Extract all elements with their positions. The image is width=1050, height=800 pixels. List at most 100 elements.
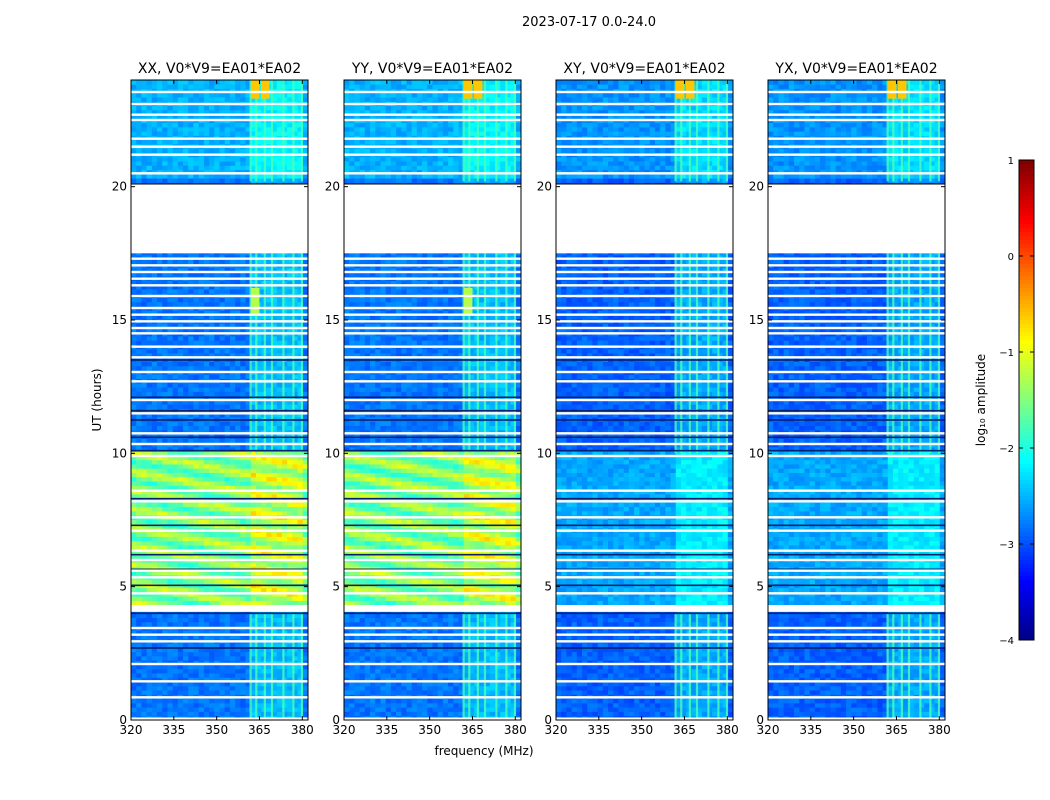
heatmap-cell (188, 323, 194, 328)
heatmap-cell (287, 553, 293, 559)
heatmap-cell (292, 702, 298, 708)
heatmap-cell (276, 690, 283, 695)
heatmap-cell (219, 425, 226, 431)
heatmap-cell (271, 600, 278, 606)
heatmap-cell (188, 485, 194, 490)
flagged-row (131, 294, 308, 298)
heatmap-cell (193, 455, 200, 461)
heatmap-cell (214, 630, 220, 636)
heatmap-cell (281, 685, 288, 691)
heatmap-cell (157, 340, 163, 345)
heatmap-cell (297, 540, 304, 546)
heatmap-cell (167, 446, 174, 452)
heatmap-cell (162, 327, 168, 333)
heatmap-cell (203, 690, 210, 695)
heatmap-cell (151, 481, 158, 486)
heatmap-cell (219, 165, 226, 170)
heatmap-cell (255, 391, 262, 397)
heatmap-cell (157, 97, 163, 102)
heatmap-cell (214, 702, 220, 708)
heatmap-cell (151, 711, 158, 717)
heatmap-cell (183, 643, 189, 648)
heatmap-cell (214, 438, 220, 444)
heatmap-cell (235, 391, 241, 397)
heatmap-cell (193, 502, 200, 508)
heatmap-cell (245, 707, 252, 712)
heatmap-cell (224, 621, 231, 627)
heatmap-cell (224, 259, 231, 264)
heatmap-cell (245, 664, 252, 670)
heatmap-cell (235, 156, 241, 162)
heatmap-cell (141, 596, 148, 601)
heatmap-cell (276, 365, 283, 371)
heatmap-cell (136, 481, 142, 486)
heatmap-cell (209, 472, 215, 478)
heatmap-cell (146, 391, 153, 397)
heatmap-cell (229, 161, 236, 166)
heatmap-cell (193, 365, 200, 371)
heatmap-cell (292, 617, 298, 623)
heatmap-cell (375, 711, 381, 717)
heatmap-cell (162, 165, 168, 170)
heatmap-cell (266, 310, 272, 316)
dark-row (131, 449, 308, 452)
heatmap-cell (214, 621, 220, 627)
heatmap-cell (209, 80, 215, 85)
heatmap-cell (250, 361, 257, 367)
heatmap-cell (203, 297, 210, 303)
heatmap-cell (146, 310, 153, 316)
heatmap-cell (177, 92, 184, 98)
heatmap-cell (157, 387, 163, 392)
heatmap-cell (177, 519, 184, 525)
heatmap-cell (359, 698, 366, 704)
heatmap-cell (261, 600, 267, 606)
heatmap-cell (292, 540, 298, 546)
heatmap-cell (131, 668, 137, 674)
heatmap-cell (177, 651, 184, 657)
heatmap-cell (224, 677, 231, 682)
heatmap-cell (136, 161, 142, 166)
heatmap-cell (255, 365, 262, 371)
heatmap-cell (198, 634, 205, 640)
heatmap-cell (240, 476, 246, 482)
heatmap-cell (235, 656, 241, 661)
heatmap-cell (162, 685, 168, 691)
heatmap-cell (193, 540, 200, 546)
heatmap-cell (203, 536, 210, 542)
heatmap-cell (146, 446, 153, 452)
heatmap-cell (167, 545, 174, 550)
heatmap-cell (141, 668, 148, 674)
heatmap-cell (157, 361, 163, 367)
heatmap-cell (214, 421, 220, 426)
heatmap-cell (136, 613, 142, 618)
heatmap-cell (136, 630, 142, 636)
heatmap-cell (162, 545, 168, 550)
heatmap-cell (235, 301, 241, 307)
heatmap-cell (162, 459, 168, 465)
heatmap-cell (281, 664, 288, 670)
heatmap-cell (141, 634, 148, 640)
heatmap-cell (136, 391, 142, 397)
heatmap-cell (271, 340, 278, 345)
heatmap-cell (245, 489, 252, 495)
heatmap-cell (141, 545, 148, 550)
heatmap-cell (297, 472, 304, 478)
heatmap-cell (193, 314, 200, 320)
heatmap-cell (183, 587, 189, 593)
heatmap-cell (271, 519, 278, 525)
heatmap-cell (240, 148, 246, 153)
heatmap-cell (188, 301, 194, 307)
heatmap-cell (261, 459, 267, 465)
heatmap-cell (276, 139, 283, 145)
heatmap-cell (292, 570, 298, 576)
heatmap-cell (240, 481, 246, 486)
heatmap-cell (453, 707, 459, 712)
heatmap-cell (276, 677, 283, 682)
heatmap-cell (172, 630, 179, 636)
heatmap-cell (209, 651, 215, 657)
heatmap-cell (276, 122, 283, 128)
heatmap-cell (198, 545, 205, 550)
heatmap-cell (219, 510, 226, 516)
heatmap-cell (245, 327, 252, 333)
heatmap-cell (209, 596, 215, 601)
